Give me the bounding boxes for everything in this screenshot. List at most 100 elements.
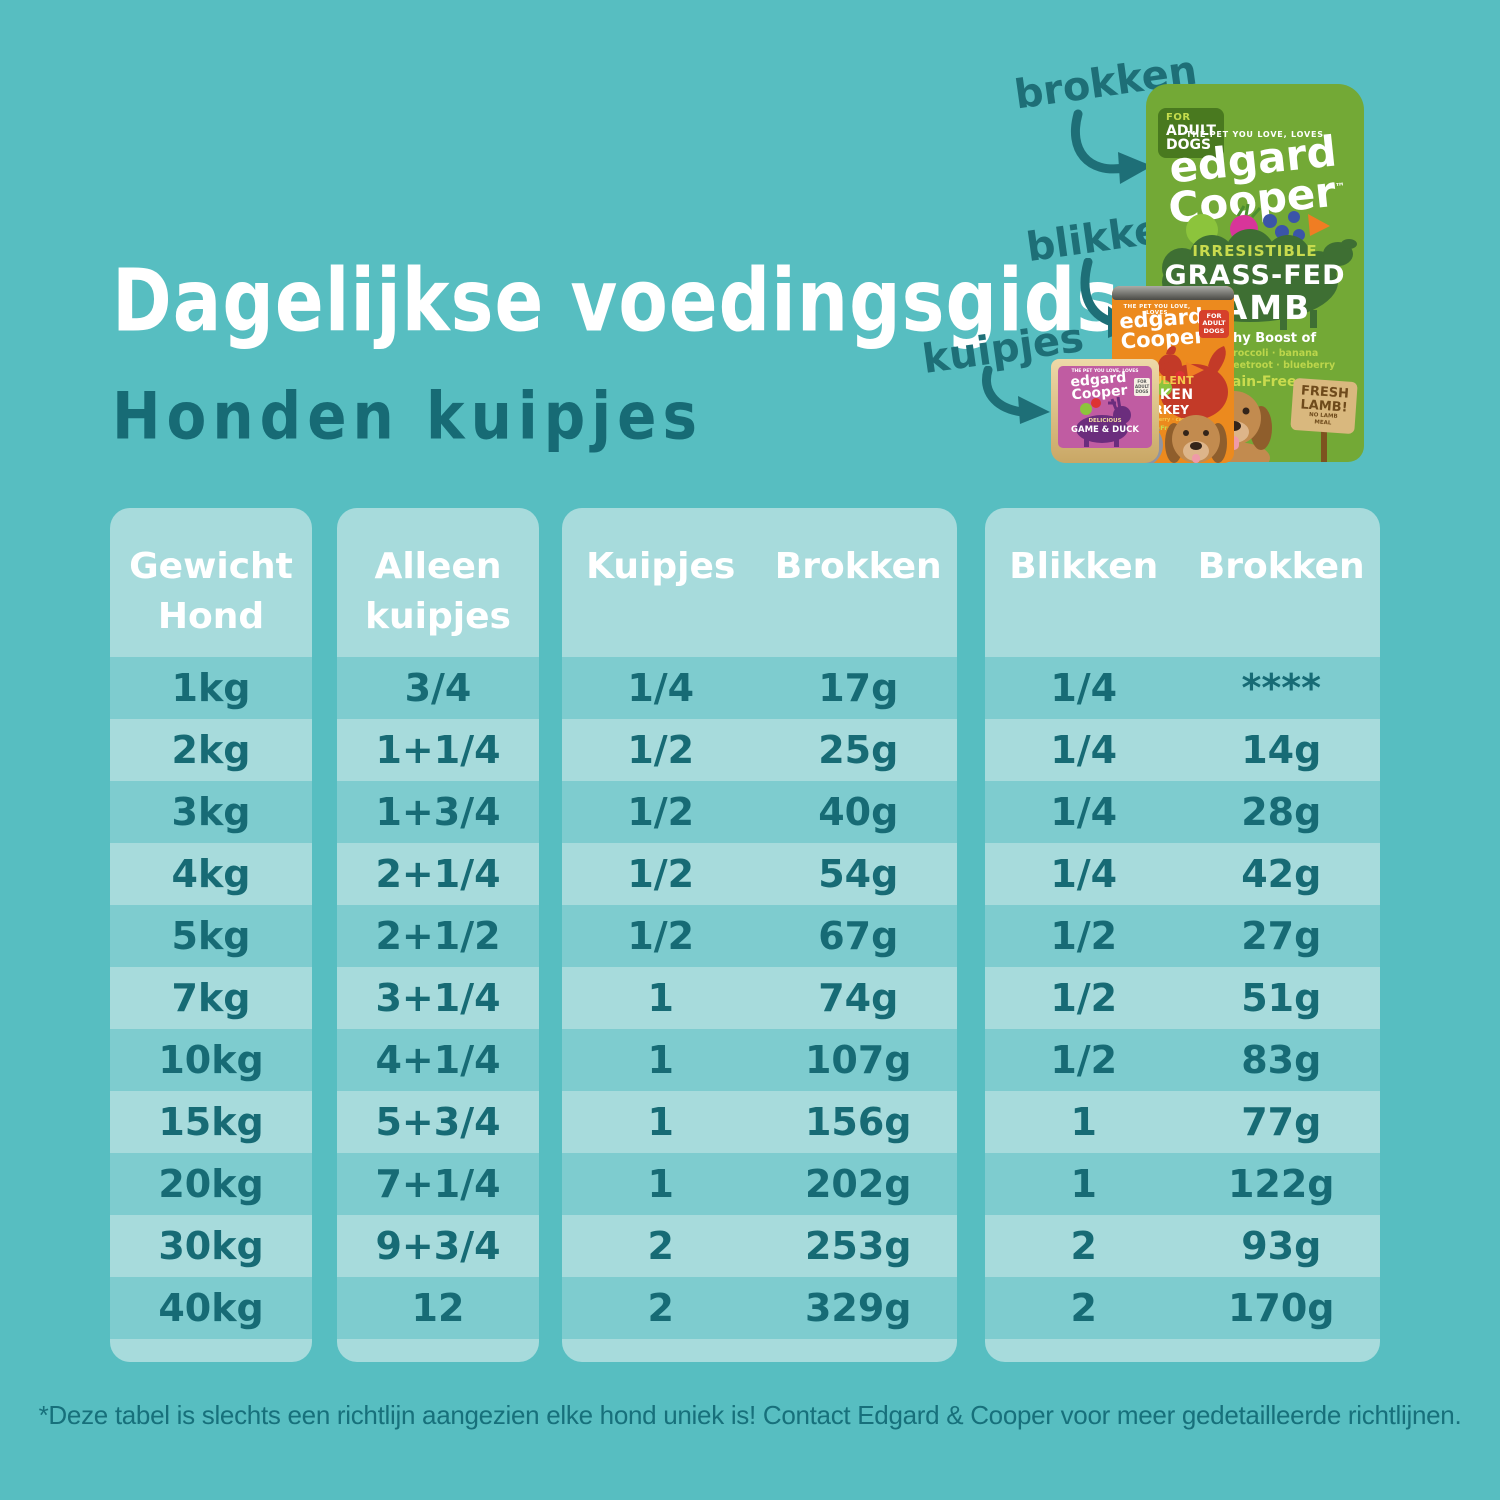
table-row: 15kg [110, 1091, 312, 1153]
panel-header: Blikken Brokken [985, 508, 1380, 657]
carrot-icon [1308, 214, 1330, 236]
table-row: 1 107g [562, 1029, 957, 1091]
cell-brokken: 253g [804, 1224, 912, 1268]
table-row: 9+3/4 [337, 1215, 539, 1277]
cell-kuipjes: 1/2 [627, 852, 695, 896]
table-row: 1 122g [985, 1153, 1380, 1215]
cell-brokken-bij-blikken: 170g [1227, 1286, 1335, 1330]
deer-illustration [1076, 396, 1131, 447]
cell-weight: 10kg [158, 1038, 264, 1082]
table-row: 3/4 [337, 657, 539, 719]
strawberry-icon [1175, 371, 1185, 381]
column-header: kuipjes [365, 596, 511, 637]
cell-brokken-bij-blikken: 14g [1241, 728, 1322, 772]
table-row: 1kg [110, 657, 312, 719]
table-row: 40kg [110, 1277, 312, 1339]
table-row: 1/2 40g [562, 781, 957, 843]
panel-header: Gewicht Hond [110, 508, 312, 657]
sign-board: FRESH LAMB! NO LAMB MEAL [1290, 377, 1358, 435]
tub-kicker: DELICIOUS [1088, 418, 1122, 424]
column-header: Alleen [374, 546, 502, 587]
panel-rows: 1kg 2kg 3kg 4kg 5kg 7kg 10kg 15kg 20kg 30kg 40kg [110, 657, 312, 1339]
cell-brokken: 17g [818, 666, 899, 710]
cell-brokken: 40g [818, 790, 899, 834]
table-row: 1+1/4 [337, 719, 539, 781]
table-row: 1/4 **** [985, 657, 1380, 719]
chicken-illustration [1156, 346, 1228, 420]
cell-brokken-bij-blikken: 83g [1241, 1038, 1322, 1082]
panel-header: Kuipjes Brokken [562, 508, 957, 657]
table-row: 7+1/4 [337, 1153, 539, 1215]
beet-leaves-icon [1236, 203, 1262, 218]
cell-kuipjes: 1/2 [627, 790, 695, 834]
table-row: 1/2 83g [985, 1029, 1380, 1091]
table-row: 2 253g [562, 1215, 957, 1277]
cell-brokken: 156g [804, 1100, 912, 1144]
cell-blikken: 1/2 [1050, 914, 1118, 958]
cell-blikken: 2 [1070, 1224, 1097, 1268]
cell-blikken: 1/2 [1050, 1038, 1118, 1082]
table-row: 1/4 28g [985, 781, 1380, 843]
cell-alleen-kuipjes: 1+1/4 [375, 728, 501, 772]
tub-recipe-name: GAME & DUCK [1071, 425, 1139, 435]
column-header: Blikken [1009, 546, 1159, 587]
table-row: 12 [337, 1277, 539, 1339]
panel-rows: 1/4 17g 1/2 25g 1/2 40g 1/2 54g 1/2 67g 1 74g 1 107g 1… [562, 657, 957, 1339]
dog-icon [1165, 415, 1227, 463]
panel-rows: 1/4 **** 1/4 14g 1/4 28g 1/4 42g 1/2 27g 1/2 51g 1/2… [985, 657, 1380, 1339]
cell-blikken: 1/4 [1050, 666, 1118, 710]
table-row: 3kg [110, 781, 312, 843]
panel-alleen-kuipjes: Alleen kuipjes 3/4 1+1/4 1+3/4 2+1/4 2+1/2 3+… [337, 508, 539, 1362]
panel-gewicht-hond: Gewicht Hond 1kg 2kg 3kg 4kg 5kg 7kg 10kg 15kg 2… [110, 508, 312, 1362]
table-row: 7kg [110, 967, 312, 1029]
cell-alleen-kuipjes: 12 [411, 1286, 465, 1330]
cell-blikken: 1 [1070, 1100, 1097, 1144]
column-header: Brokken [774, 546, 942, 587]
badge-dogs-text: DOGS [1166, 137, 1212, 154]
tub-label: THE PET YOU LOVE, LOVES edgard Cooper FO… [1058, 366, 1152, 448]
panel-kuipjes-brokken: Kuipjes Brokken 1/4 17g 1/2 25g 1/2 40g 1/2 54g… [562, 508, 957, 1362]
can-tagline: THE PET YOU LOVE, LOVES [1123, 304, 1191, 316]
table-row: 2 329g [562, 1277, 957, 1339]
bag-kicker: IRRESISTIBLE [1192, 242, 1318, 260]
cell-blikken: 1/4 [1050, 790, 1118, 834]
table-row: 5+3/4 [337, 1091, 539, 1153]
table-row: 2 93g [985, 1215, 1380, 1277]
cell-alleen-kuipjes: 3+1/4 [375, 976, 501, 1020]
cell-weight: 3kg [171, 790, 251, 834]
cell-weight: 5kg [171, 914, 251, 958]
cell-alleen-kuipjes: 3/4 [404, 666, 472, 710]
table-row: 2+1/4 [337, 843, 539, 905]
fresh-lamb-sign: FRESH LAMB! NO LAMB MEAL [1290, 377, 1358, 462]
cell-weight: 7kg [171, 976, 251, 1020]
table-row: 1+3/4 [337, 781, 539, 843]
table-row: 1/2 25g [562, 719, 957, 781]
disclaimer-footnote: *Deze tabel is slechts een richtlijn aan… [38, 1400, 1462, 1430]
cell-kuipjes: 1/2 [627, 728, 695, 772]
cell-alleen-kuipjes: 5+3/4 [375, 1100, 501, 1144]
cell-brokken: 329g [804, 1286, 912, 1330]
table-row: 1/2 51g [985, 967, 1380, 1029]
blueberry-icon [1288, 211, 1300, 223]
cell-weight: 20kg [158, 1162, 264, 1206]
cell-alleen-kuipjes: 2+1/4 [375, 852, 501, 896]
cell-kuipjes: 1 [647, 1100, 674, 1144]
arrow-to-bag-icon [1070, 109, 1152, 184]
table-row: 2kg [110, 719, 312, 781]
table-row: 1/2 54g [562, 843, 957, 905]
cell-blikken: 1/2 [1050, 976, 1118, 1020]
cell-blikken: 1/4 [1050, 728, 1118, 772]
table-row: 1/4 14g [985, 719, 1380, 781]
column-header: Kuipjes [586, 546, 736, 587]
cell-brokken-bij-blikken: 93g [1241, 1224, 1322, 1268]
tub-tagline: THE PET YOU LOVE, LOVES [1071, 369, 1139, 374]
arrow-to-tub-icon [982, 366, 1050, 424]
trademark: ™ [1334, 181, 1346, 194]
kibble-bag: FOR ADULT DOGS THE PET YOU LOVE, LOVES e… [1146, 84, 1364, 462]
cell-kuipjes: 2 [647, 1286, 674, 1330]
bag-grain-free: Grain-Free [1213, 374, 1297, 390]
cell-alleen-kuipjes: 1+3/4 [375, 790, 501, 834]
table-row: 3+1/4 [337, 967, 539, 1029]
table-row: 1 156g [562, 1091, 957, 1153]
bag-boost-ingredients: pear · broccoli · banana [1191, 348, 1319, 359]
